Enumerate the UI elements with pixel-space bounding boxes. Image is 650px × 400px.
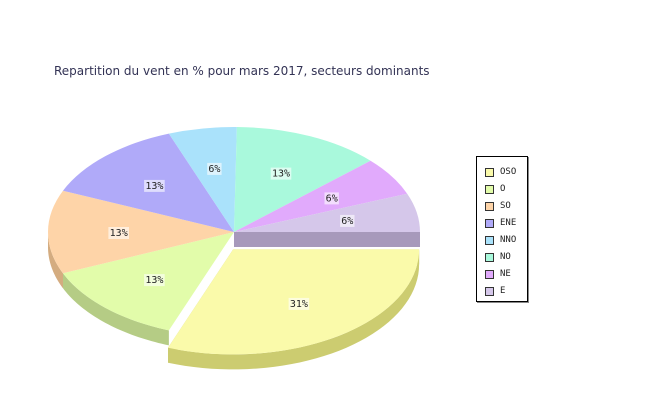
pie-slice-so [48, 190, 234, 274]
legend-item-no: NO [485, 251, 511, 263]
slice-label-bg [207, 162, 222, 175]
legend-swatch [485, 201, 494, 211]
legend-item-ne: NE [485, 268, 511, 280]
slice-label-bg [270, 167, 292, 180]
legend-swatch [485, 235, 494, 245]
slice-label-nno: 6% [208, 164, 220, 175]
slice-label-so: 13% [110, 228, 128, 239]
legend-label: NE [500, 269, 511, 279]
legend-item-ene: ENE [485, 217, 516, 229]
legend-swatch [485, 252, 494, 262]
legend-label: O [500, 184, 506, 194]
legend-swatch [485, 269, 494, 279]
legend-swatch [485, 184, 494, 194]
legend-label: ENE [500, 218, 517, 228]
slice-label-bg [108, 227, 129, 239]
slice-label-oso: 31% [290, 299, 308, 310]
slice-label-ne: 6% [326, 193, 338, 204]
slice-label-bg [340, 214, 355, 227]
legend-label: E [500, 286, 506, 296]
chart-title: Repartition du vent en % pour mars 2017,… [54, 64, 430, 78]
legend-label: NO [500, 252, 511, 262]
slice-label-bg [324, 192, 339, 205]
slice-label-o: 13% [145, 275, 163, 286]
legend-label: NNO [500, 235, 517, 245]
legend-item-e: E [485, 285, 505, 297]
pie-slice-side-o [63, 273, 169, 346]
pie-slice-side-oso [168, 249, 420, 370]
slice-label-no: 13% [272, 169, 290, 180]
legend-item-so: SO [485, 200, 511, 212]
pie-slice-edge-e-1 [234, 232, 420, 247]
slice-label-bg [144, 179, 165, 192]
legend-item-nno: NNO [485, 234, 516, 246]
slice-label-bg [288, 297, 310, 310]
legend-item-oso: OSO [485, 166, 516, 178]
pie-slice-nno [168, 126, 237, 232]
pie-slice-no [234, 127, 371, 232]
legend-label: OSO [500, 167, 517, 177]
pie-slice-side-so [48, 232, 63, 289]
legend-swatch [485, 286, 494, 296]
legend-swatch [485, 167, 494, 177]
legend-swatch [485, 218, 494, 228]
slice-label-ene: 13% [145, 181, 163, 192]
legend: OSO O SO ENE NNO NO NE E [476, 156, 528, 302]
legend-label: SO [500, 201, 511, 211]
legend-item-o: O [485, 183, 505, 195]
slice-label-e: 6% [341, 216, 353, 227]
pie-slice-e [234, 193, 420, 232]
pie-slice-ne [234, 160, 408, 232]
slice-label-bg [144, 274, 165, 287]
